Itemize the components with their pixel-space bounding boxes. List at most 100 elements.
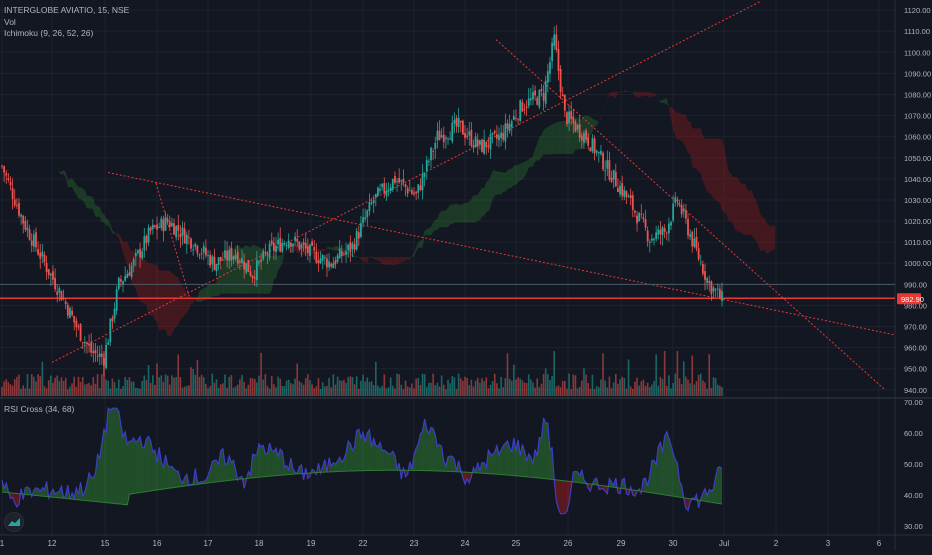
candle-body — [460, 121, 462, 123]
volume-bar — [515, 379, 517, 396]
cloud-segment — [516, 165, 518, 185]
volume-bar — [139, 389, 141, 396]
cloud-segment — [395, 257, 397, 265]
candle-body — [301, 244, 303, 248]
candle-body — [532, 92, 534, 99]
cloud-segment — [200, 290, 202, 302]
cloud-segment — [95, 205, 97, 217]
candle-body — [288, 241, 290, 248]
volume-bar — [235, 386, 237, 396]
rsi-fill-segment — [427, 430, 429, 471]
volume-bar — [664, 351, 666, 396]
candle-body — [596, 151, 598, 153]
cloud-segment — [488, 177, 490, 212]
rsi-fill-segment — [431, 427, 433, 470]
candle-body — [16, 205, 18, 206]
cloud-segment — [454, 204, 456, 223]
volume-bar — [439, 387, 441, 396]
candle-body — [29, 229, 31, 239]
candle-body — [617, 188, 619, 192]
rsi-fill-segment — [505, 441, 507, 475]
rsi-fill-segment — [382, 450, 384, 470]
tradingview-logo-icon[interactable] — [4, 512, 24, 532]
candle-body — [305, 243, 307, 248]
price-tick-label: 1040.00 — [904, 175, 931, 184]
volume-bar — [570, 389, 572, 396]
rsi-fill-segment — [503, 443, 505, 475]
candle-body — [90, 343, 92, 353]
cloud-segment — [327, 247, 329, 249]
volume-bar — [199, 377, 201, 396]
volume-bar — [25, 388, 27, 396]
candle-body — [676, 200, 678, 202]
candle-body — [173, 223, 175, 235]
candle-body — [222, 260, 224, 261]
candle-body — [441, 135, 443, 137]
cloud-segment — [183, 287, 185, 318]
candle-body — [284, 243, 286, 244]
candle-body — [598, 152, 600, 153]
cloud-segment — [741, 184, 743, 234]
volume-bar — [615, 374, 617, 396]
volume-bar — [330, 387, 332, 396]
volume-bar — [636, 378, 638, 396]
candle-body — [294, 237, 296, 241]
volume-bar — [175, 377, 177, 396]
candle-body — [589, 148, 591, 152]
candle-body — [436, 131, 438, 141]
candle-body — [426, 160, 428, 171]
volume-bar — [513, 365, 515, 396]
cloud-segment — [457, 204, 459, 222]
rsi-fill-segment — [482, 463, 484, 474]
candle-body — [530, 98, 532, 100]
volume-bar — [320, 389, 322, 396]
candle-body — [564, 95, 566, 111]
candle-body — [371, 203, 373, 204]
candle-body — [292, 244, 294, 247]
volume-bar — [420, 385, 422, 396]
volume-bar — [203, 377, 205, 396]
rsi-fill-segment — [658, 442, 660, 494]
candle-body — [502, 134, 504, 140]
volume-bar — [715, 378, 717, 396]
candle-body — [345, 251, 347, 255]
volume-bar — [8, 382, 10, 396]
rsi-fill-segment — [544, 418, 546, 479]
candle-body — [243, 261, 245, 269]
candle-body — [349, 242, 351, 252]
candle-body — [543, 93, 545, 101]
candle-body — [75, 321, 77, 327]
candle-body — [524, 109, 526, 110]
volume-bar — [700, 374, 702, 396]
rsi-fill-segment — [149, 436, 151, 491]
volume-bar — [598, 387, 600, 396]
volume-bar — [551, 376, 553, 396]
volume-bar — [305, 378, 307, 396]
volume-bar — [95, 384, 97, 396]
volume-bar — [352, 377, 354, 396]
cloud-segment — [493, 171, 495, 200]
candle-body — [20, 215, 22, 217]
rsi-tick-label: 60.00 — [904, 429, 923, 438]
volume-bar — [80, 382, 82, 396]
candle-body — [521, 102, 523, 111]
rsi-fill-segment — [667, 432, 669, 496]
rsi-fill-segment — [561, 480, 563, 513]
volume-bar — [392, 386, 394, 396]
volume-bar — [634, 382, 636, 396]
candle-body — [485, 142, 487, 148]
candle-body — [570, 111, 572, 119]
candle-body — [513, 116, 515, 120]
candle-body — [609, 160, 611, 179]
candle-body — [320, 258, 322, 263]
cloud-segment — [684, 115, 686, 148]
cloud-segment — [563, 121, 565, 154]
candle-body — [613, 170, 615, 180]
volume-bar — [354, 384, 356, 396]
cloud-segment — [323, 249, 325, 251]
volume-bar — [269, 389, 271, 396]
candle-body — [12, 188, 14, 199]
candle-body — [602, 153, 604, 170]
